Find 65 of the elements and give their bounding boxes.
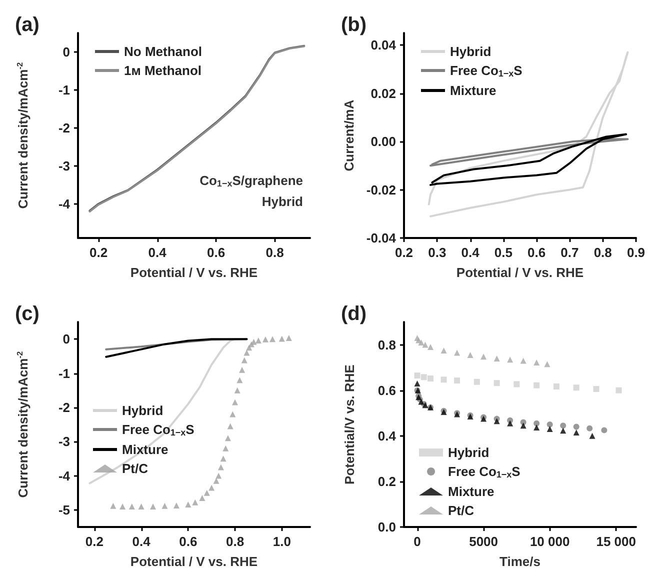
y-axis-title: Current density/mAcm-2: [16, 62, 30, 209]
x-axis-title: Potential / V vs. RHE: [130, 554, 258, 569]
x-tick-label: 0: [414, 534, 421, 549]
y-tick-label: 0: [62, 332, 70, 347]
x-axis-title: Potential / V vs. RHE: [456, 265, 584, 280]
legend-label: Mixture: [122, 442, 168, 457]
y-tick-label: -2: [58, 120, 70, 136]
x-tick-label: 0.5: [494, 245, 512, 260]
y-tick-label: -4: [58, 468, 71, 484]
x-tick-label: 0.2: [90, 245, 108, 260]
chart-title: (d): [341, 303, 367, 325]
x-tick-label: 5000: [469, 534, 498, 549]
chart-title: (b): [341, 14, 367, 36]
legend-label: Hybrid: [122, 403, 164, 418]
x-tick-label: 0.4: [132, 534, 152, 549]
x-tick-label: 0.8: [594, 245, 612, 260]
x-tick-label: 0.6: [528, 245, 546, 260]
x-axis-title: Potential / V vs. RHE: [130, 265, 258, 280]
y-tick-label: 0.04: [370, 38, 397, 53]
y-axis-title: Potential/V vs. RHE: [342, 364, 357, 484]
x-tick-label: 0.6: [179, 534, 198, 549]
legend-label: Hybrid: [448, 445, 490, 460]
legend-label: Pt/C: [448, 503, 475, 518]
legend-label: 1ᴍ Methanol: [124, 63, 202, 78]
x-tick-label: 0.8: [226, 534, 244, 549]
x-tick-label: 0.4: [148, 245, 168, 260]
y-tick-label: 0.0: [378, 520, 396, 534]
chart-title: (a): [15, 14, 40, 36]
y-tick-label: -1: [58, 366, 70, 381]
y-tick-label: 0.6: [378, 382, 396, 398]
y-tick-label: 0.8: [378, 337, 396, 352]
y-tick-label: 0: [62, 44, 70, 60]
y-tick-label: -0.04: [366, 230, 397, 246]
y-tick-label: -1: [58, 82, 70, 98]
y-tick-label: -4: [58, 196, 71, 212]
legend-label: Hybrid: [450, 44, 492, 59]
legend-label: No Methanol: [124, 44, 202, 59]
x-axis-title: Time/s: [500, 554, 540, 569]
x-tick-label: 10 000: [530, 534, 570, 549]
x-tick-label: 0.4: [461, 245, 480, 260]
legend-label: Pt/C: [122, 461, 149, 476]
y-tick-label: 0.02: [370, 86, 396, 101]
y-tick-label: -5: [58, 502, 70, 518]
x-tick-label: 0.8: [266, 245, 284, 260]
x-tick-label: 0.6: [206, 245, 226, 260]
legend-label: Mixture: [448, 484, 494, 499]
y-tick-label: 0.00: [370, 134, 396, 150]
y-tick-label: -3: [58, 434, 70, 450]
x-tick-label: 0.9: [626, 245, 646, 260]
chart-title: (c): [15, 303, 40, 325]
legend-label: Mixture: [450, 83, 496, 98]
y-tick-label: -3: [58, 158, 70, 174]
x-tick-label: 0.2: [85, 534, 104, 549]
y-tick-label: -2: [58, 400, 70, 415]
y-axis-title: Current density/mAcm-2: [16, 350, 30, 498]
x-tick-label: 15 000: [596, 534, 636, 549]
y-axis-title: Current/mA: [341, 99, 356, 172]
annotation: Hybrid: [262, 194, 304, 209]
x-tick-label: 0.2: [394, 245, 414, 260]
x-tick-label: 1.0: [272, 534, 291, 549]
y-tick-label: 0.4: [378, 428, 397, 444]
y-tick-label: -0.02: [366, 182, 396, 198]
x-tick-label: 0.3: [428, 245, 446, 260]
y-tick-label: 0.2: [378, 474, 396, 489]
x-tick-label: 0.7: [560, 245, 579, 260]
